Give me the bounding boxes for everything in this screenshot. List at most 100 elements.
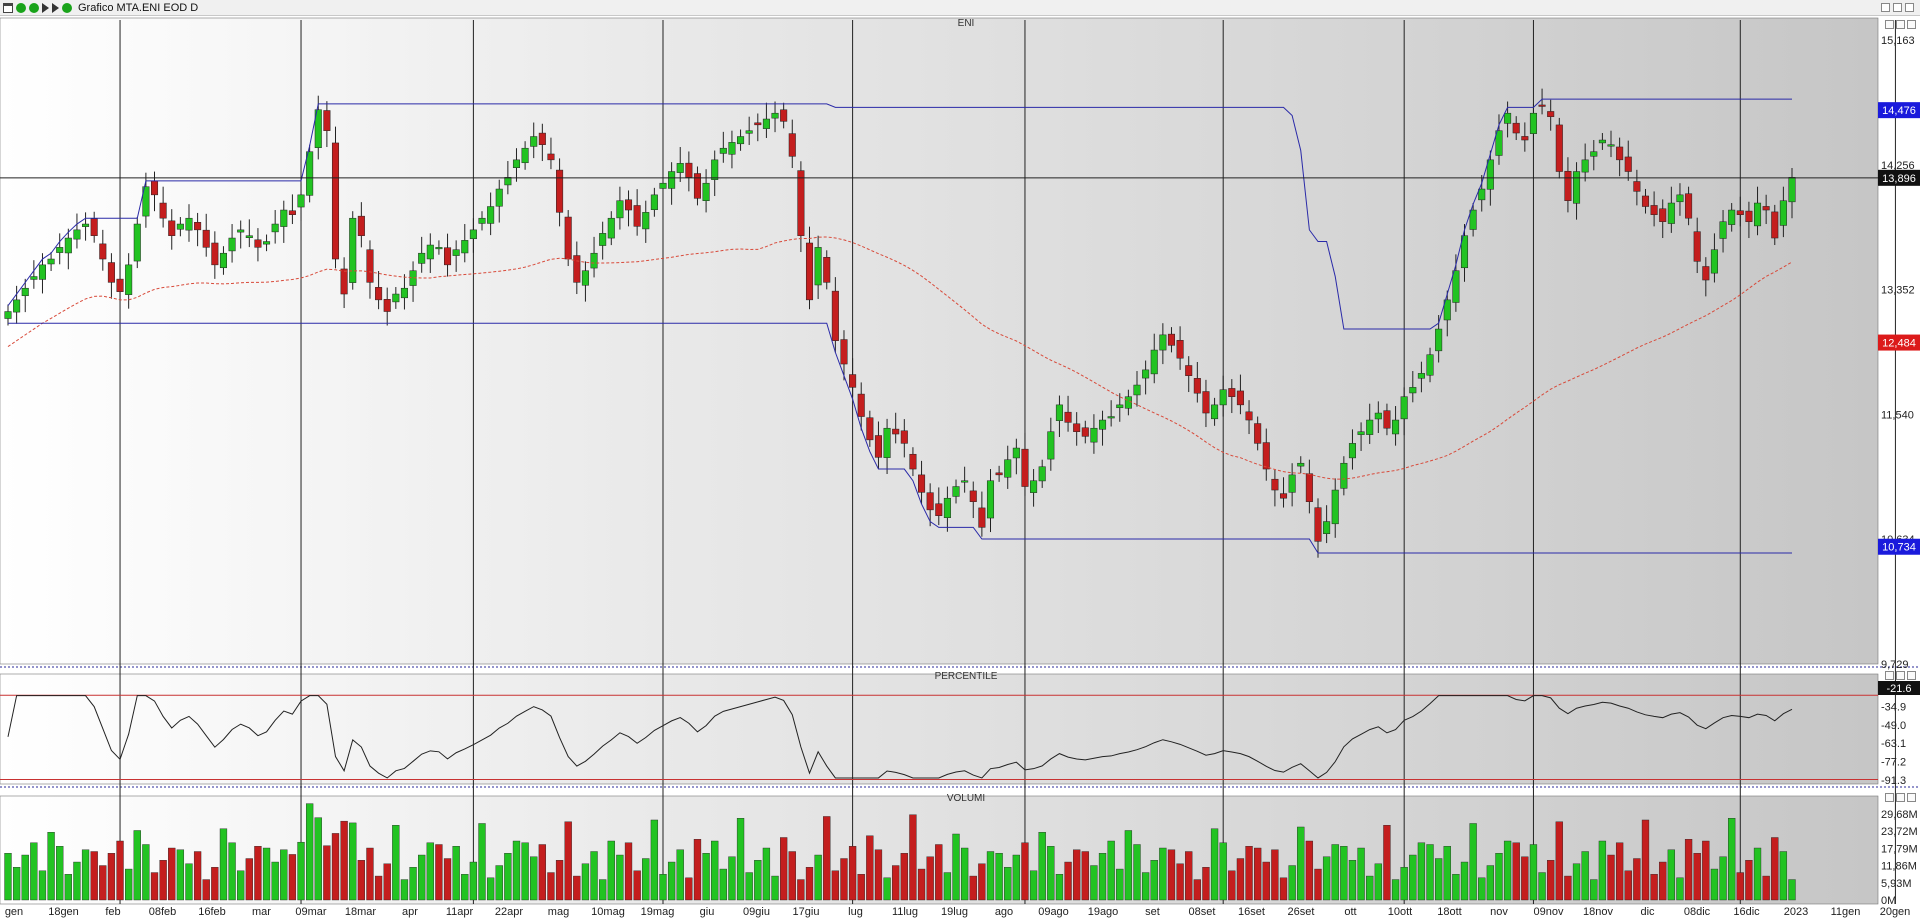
x-tick-label: feb	[105, 906, 120, 918]
panel-maximize-icon[interactable]	[1896, 793, 1905, 802]
price-candle	[1073, 423, 1081, 432]
volume-bar	[1641, 819, 1650, 901]
volume-bar	[564, 821, 572, 901]
green-dot-icon[interactable]	[16, 2, 26, 13]
price-candle	[1710, 249, 1718, 274]
price-candle	[1348, 443, 1356, 459]
x-tick-label: ott	[1344, 906, 1356, 918]
volume-bar	[150, 872, 159, 901]
x-tick-label: 11apr	[446, 906, 474, 918]
volume-bar	[719, 868, 727, 901]
panel-maximize-icon[interactable]	[1896, 671, 1905, 680]
price-candle	[125, 264, 133, 295]
price-candle	[1779, 200, 1787, 226]
volume-bar	[1650, 874, 1658, 901]
x-tick-label: dic	[1640, 906, 1655, 918]
volume-bar	[1047, 846, 1055, 901]
panel-minimize-icon[interactable]	[1885, 793, 1894, 802]
price-candle	[30, 276, 38, 280]
volume-bar	[659, 874, 667, 901]
price-candle	[21, 287, 29, 297]
price-candle	[616, 200, 624, 219]
price-candle	[99, 243, 107, 260]
price-candle	[702, 182, 710, 202]
volume-bar	[176, 849, 185, 901]
price-candle	[961, 480, 969, 483]
volume-bar	[823, 816, 831, 901]
price-candle	[556, 169, 564, 213]
price-candle	[1271, 478, 1279, 491]
titlebar-icons	[0, 2, 72, 13]
price-candle	[280, 209, 288, 227]
green-dot-icon[interactable]	[62, 2, 72, 13]
price-candle	[133, 223, 141, 262]
price-candle	[495, 188, 503, 207]
play-arrow-icon[interactable]	[42, 2, 49, 13]
maximize-icon[interactable]	[1893, 3, 1902, 12]
price-candle	[547, 153, 555, 161]
price-candle	[211, 242, 219, 266]
price-candle	[1211, 404, 1219, 420]
volume-bar	[1124, 830, 1133, 901]
price-candle	[1719, 221, 1727, 239]
price-panel-title: ENI	[958, 18, 975, 29]
close-icon[interactable]	[1905, 3, 1914, 12]
x-tick-label: 09ago	[1038, 906, 1069, 918]
panel-minimize-icon[interactable]	[1885, 671, 1894, 680]
volume-bar	[99, 865, 107, 901]
price-candle	[357, 215, 365, 236]
panel-background	[0, 17, 1879, 665]
volume-bar	[1547, 860, 1555, 901]
price-candle	[478, 217, 486, 224]
upper-band-line	[7, 98, 1792, 330]
price-marker-label: 10,734	[1882, 542, 1916, 554]
price-candle	[857, 393, 865, 417]
price-candle	[1193, 378, 1201, 394]
volume-bar	[590, 851, 598, 901]
price-candle	[995, 472, 1003, 476]
volume-bar	[357, 860, 365, 901]
price-candle	[1486, 159, 1494, 190]
volume-bar	[1245, 846, 1253, 901]
panel-close-icon[interactable]	[1907, 671, 1916, 680]
y-tick-label: 11,540	[1881, 409, 1914, 421]
price-candle	[530, 136, 538, 147]
restore-icon[interactable]	[1881, 3, 1890, 12]
x-tick-label: 22apr	[495, 906, 523, 918]
y-tick-label: 15,163	[1881, 35, 1915, 47]
volume-bar	[461, 874, 469, 901]
volume-bar	[1012, 854, 1020, 901]
panel-close-icon[interactable]	[1907, 793, 1916, 802]
price-candle	[1538, 104, 1546, 107]
volume-bar	[917, 868, 926, 901]
panel-close-icon[interactable]	[1907, 20, 1916, 29]
y-tick-label: 9,729	[1881, 659, 1909, 671]
play-arrow-icon[interactable]	[52, 2, 59, 13]
price-panel-controls	[1885, 20, 1916, 29]
x-tick-label: 10ott	[1388, 906, 1412, 918]
volume-bar	[452, 846, 460, 901]
panel-minimize-icon[interactable]	[1885, 20, 1894, 29]
price-candle	[194, 222, 202, 231]
panel-maximize-icon[interactable]	[1896, 20, 1905, 29]
price-candle	[1590, 151, 1598, 157]
volume-bar	[1210, 828, 1219, 901]
volume-bar	[1736, 872, 1744, 901]
window-icon[interactable]	[3, 2, 13, 13]
volume-bar	[857, 874, 865, 901]
price-candle	[986, 480, 995, 519]
price-candle	[1099, 419, 1107, 430]
green-dot-icon[interactable]	[29, 2, 39, 13]
x-tick-label: 19lug	[941, 906, 968, 918]
price-candle	[1340, 462, 1348, 489]
volume-bar	[1745, 860, 1753, 901]
volume-bar	[331, 833, 340, 901]
price-candle	[512, 159, 521, 168]
volume-bar	[521, 842, 529, 901]
volume-bar	[1064, 861, 1072, 901]
volume-bar	[1357, 847, 1365, 901]
price-candle	[780, 109, 788, 122]
volume-bar	[1159, 847, 1167, 901]
volume-bar	[909, 814, 917, 901]
